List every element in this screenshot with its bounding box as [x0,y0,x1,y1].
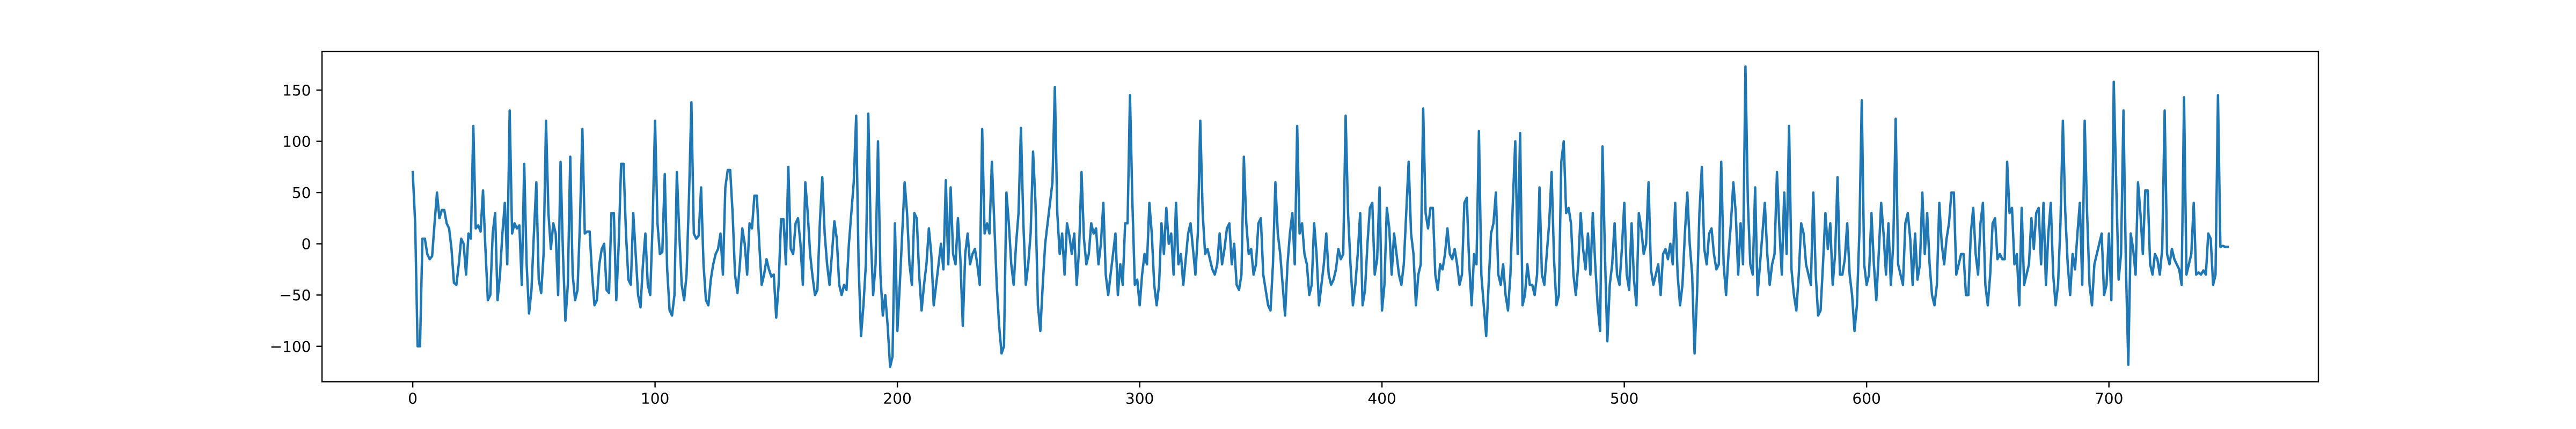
x-tick-label: 600 [1852,390,1880,408]
x-tick-label: 500 [1610,390,1638,408]
y-tick-label: 100 [282,133,311,151]
y-tick-label: 150 [282,82,311,99]
axes-frame [321,50,2319,383]
data-line [411,65,2229,368]
y-tick-label: 0 [302,235,311,253]
x-tick-label: 100 [641,390,669,408]
x-tick-label: 200 [883,390,911,408]
plot-area [322,51,2318,382]
x-tick-label: 700 [2095,390,2123,408]
x-tick-label: 0 [408,390,418,408]
y-tick-label: 50 [292,184,311,202]
x-tick-label: 300 [1125,390,1154,408]
y-tick-label: −50 [279,286,311,304]
y-tick-label: −100 [270,338,311,356]
x-tick-label: 400 [1367,390,1396,408]
